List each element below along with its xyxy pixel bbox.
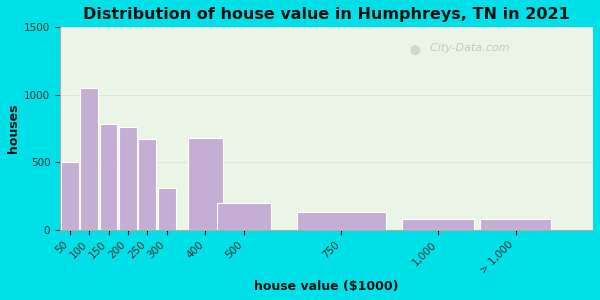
Bar [188, 138, 223, 230]
Y-axis label: houses: houses [7, 104, 20, 153]
Title: Distribution of house value in Humphreys, TN in 2021: Distribution of house value in Humphreys… [83, 7, 570, 22]
Bar [403, 219, 473, 230]
Bar [61, 162, 79, 230]
Bar [100, 124, 118, 230]
Text: ⬤: ⬤ [409, 44, 420, 55]
Bar [296, 212, 386, 230]
Bar [139, 139, 156, 230]
X-axis label: house value ($1000): house value ($1000) [254, 280, 399, 293]
Bar [80, 88, 98, 230]
Text: City-Data.com: City-Data.com [422, 44, 509, 53]
Bar [217, 203, 271, 230]
Bar [119, 127, 137, 230]
Bar [158, 188, 176, 230]
Bar [480, 219, 551, 230]
